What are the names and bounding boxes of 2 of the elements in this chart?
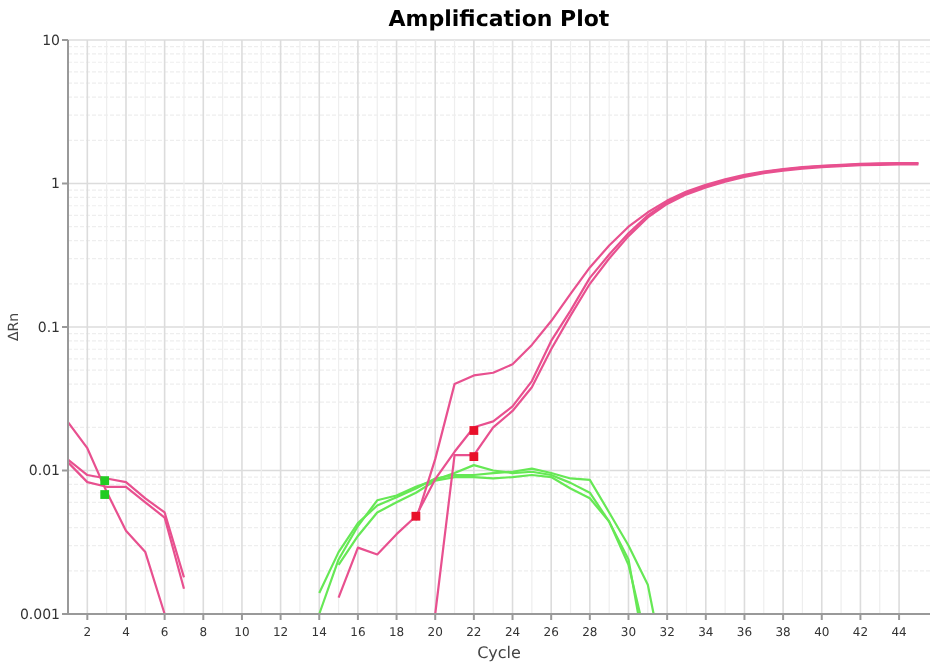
chart-title: Amplification Plot [388,6,610,32]
x-axis-title: Cycle [477,644,522,662]
